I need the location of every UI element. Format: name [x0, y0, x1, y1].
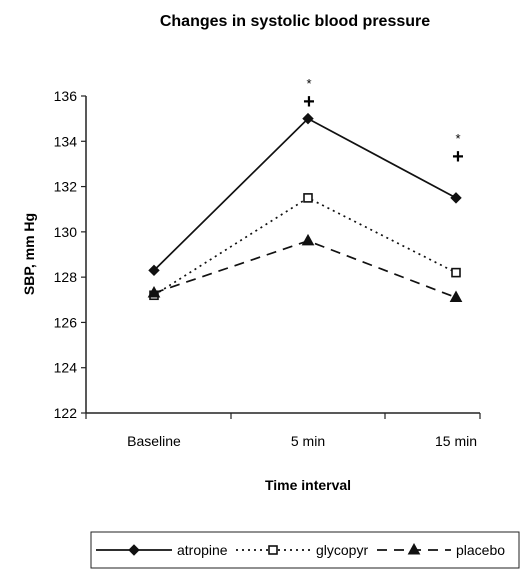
- y-axis-title: SBP, mm Hg: [21, 213, 37, 295]
- point-placebo-1: [301, 233, 315, 246]
- legend-label-atropine: atropine: [177, 542, 228, 558]
- legend-marker-glycopyr: [268, 545, 278, 555]
- y-tick-label: 134: [54, 133, 78, 149]
- x-axis-title: Time interval: [265, 477, 351, 493]
- y-tick-label: 122: [54, 405, 78, 421]
- legend-marker-placebo: [407, 542, 421, 555]
- y-ticks: 122 124 126 128 130 132 134 136: [54, 88, 86, 421]
- point-placebo-0: [147, 285, 161, 298]
- y-tick-label: 124: [54, 360, 78, 376]
- point-atropine-1: [302, 112, 314, 125]
- legend-label-glycopyr: glycopyr: [316, 542, 368, 558]
- annotations-layer: *+*+: [303, 76, 464, 168]
- significance-star: *: [306, 76, 311, 91]
- point-glycopyr-1: [303, 193, 313, 203]
- series-line-placebo: [153, 240, 457, 299]
- x-ticks: Baseline 5 min 15 min: [85, 413, 481, 449]
- series-layer: [147, 112, 463, 303]
- y-tick-label: 136: [54, 88, 78, 104]
- significance-plus: +: [303, 91, 315, 113]
- series-line-glycopyr: [153, 196, 457, 296]
- legend-label-placebo: placebo: [456, 542, 505, 558]
- y-tick-label: 126: [54, 314, 78, 330]
- x-tick-label: 15 min: [435, 433, 477, 449]
- y-tick-label: 130: [54, 224, 78, 240]
- point-atropine-0: [148, 264, 160, 277]
- chart-title: Changes in systolic blood pressure: [160, 13, 430, 30]
- significance-star: *: [455, 131, 460, 146]
- legend-marker-atropine: [128, 544, 140, 556]
- point-placebo-2: [449, 290, 463, 303]
- point-atropine-2: [450, 192, 462, 204]
- y-tick-label: 128: [54, 269, 78, 285]
- x-tick-label: Baseline: [127, 433, 181, 449]
- point-glycopyr-2: [451, 267, 461, 278]
- legend: atropine glycopyr placebo: [96, 542, 505, 558]
- y-tick-label: 132: [54, 179, 78, 195]
- significance-plus: +: [452, 146, 464, 168]
- x-tick-label: 5 min: [291, 433, 325, 449]
